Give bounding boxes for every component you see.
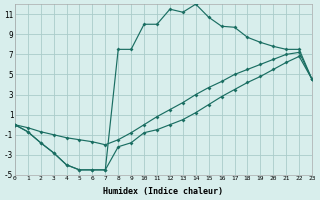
X-axis label: Humidex (Indice chaleur): Humidex (Indice chaleur)	[103, 187, 223, 196]
